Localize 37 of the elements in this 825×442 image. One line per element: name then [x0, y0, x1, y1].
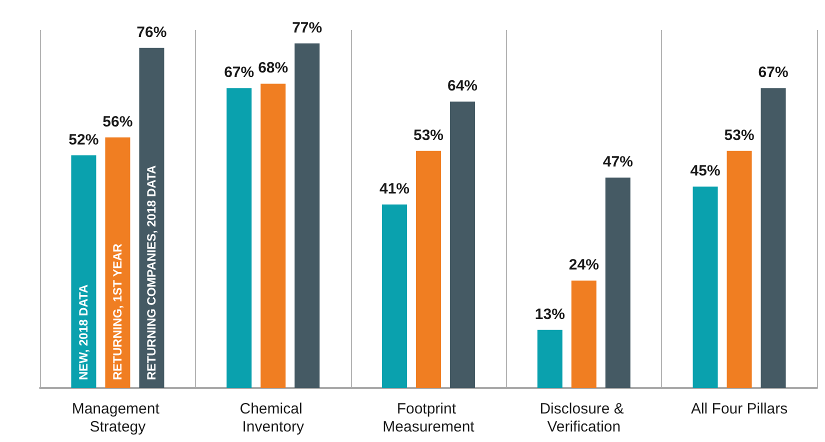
bar [382, 204, 407, 388]
data-label: 24% [568, 256, 599, 274]
series-label: RETURNING COMPANIES, 2018 DATA [144, 164, 159, 380]
data-label: 64% [447, 78, 478, 95]
bar [760, 88, 786, 388]
bar [416, 150, 441, 388]
data-label: 67% [224, 64, 254, 82]
bar [692, 186, 718, 388]
bar [605, 178, 630, 388]
x-tick-label: All Four Pillars [690, 400, 788, 418]
series-label: NEW, 2018 DATA [76, 284, 91, 380]
data-label: 53% [413, 126, 444, 144]
data-label: 68% [258, 60, 288, 77]
bar [226, 88, 252, 388]
series-label: RETURNING, 1ST YEAR [110, 243, 125, 380]
data-label: 53% [724, 126, 754, 144]
bar [71, 155, 96, 388]
x-tick-label: Chemical Inventory [240, 400, 306, 436]
x-tick-label: Disclosure & Verification [540, 400, 628, 436]
x-tick-label: Management Strategy [72, 400, 164, 436]
data-label: 52% [68, 131, 99, 148]
data-label: 76% [136, 24, 167, 41]
bar [450, 102, 475, 388]
data-label: 77% [292, 19, 322, 36]
bar [726, 150, 752, 388]
x-tick-label: Footprint Measurement [382, 400, 476, 436]
data-label: 13% [534, 306, 565, 323]
bar [294, 43, 320, 388]
data-label: 45% [690, 162, 720, 180]
data-label: 56% [102, 113, 133, 130]
data-label: 41% [379, 180, 410, 198]
data-label: 67% [758, 64, 788, 82]
data-label: 47% [602, 154, 633, 171]
bar [571, 280, 596, 388]
bar [105, 137, 130, 388]
bar [537, 330, 562, 388]
bar [260, 84, 286, 388]
